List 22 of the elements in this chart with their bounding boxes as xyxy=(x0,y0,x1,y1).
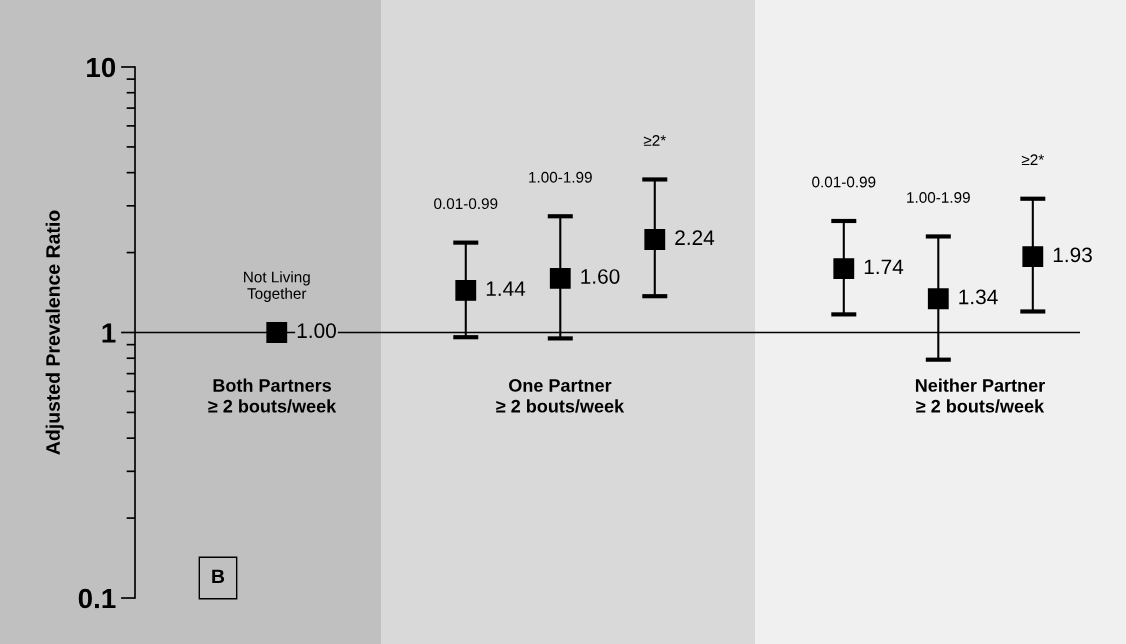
y-tick-label: 10 xyxy=(87,57,116,78)
data-label: 1.00 xyxy=(297,323,336,339)
data-label: 2.24 xyxy=(675,230,715,245)
data-label: 1.34 xyxy=(959,289,998,305)
x-tick-label: 0.01-0.99 xyxy=(434,198,498,210)
x-tick-label: 1.00-1.99 xyxy=(907,192,970,203)
data-label: 1.74 xyxy=(864,259,904,275)
data-label: 1.93 xyxy=(1053,247,1092,263)
x-tick-label: ≥2* xyxy=(643,135,666,146)
y-axis-title: Adjusted Prevalence Ratio xyxy=(45,210,64,455)
x-tick-label: 1.00-1.99 xyxy=(529,171,592,183)
x-tick-label: 0.01-0.99 xyxy=(812,176,876,188)
y-tick-label: 1 xyxy=(102,323,116,343)
annotation: Both Partners ≥ 2 bouts/week xyxy=(208,378,337,413)
annotation: B xyxy=(212,569,225,584)
annotation: One Partner ≥ 2 bouts/week xyxy=(496,379,625,413)
y-tick-label: 0.1 xyxy=(78,588,116,609)
data-label: 1.44 xyxy=(486,281,526,296)
annotation: Neither Partner ≥ 2 bouts/week xyxy=(915,378,1045,413)
x-tick-label: Not Living Together xyxy=(244,271,310,302)
x-tick-label: ≥2* xyxy=(1021,154,1044,165)
data-label: 1.60 xyxy=(581,269,620,284)
